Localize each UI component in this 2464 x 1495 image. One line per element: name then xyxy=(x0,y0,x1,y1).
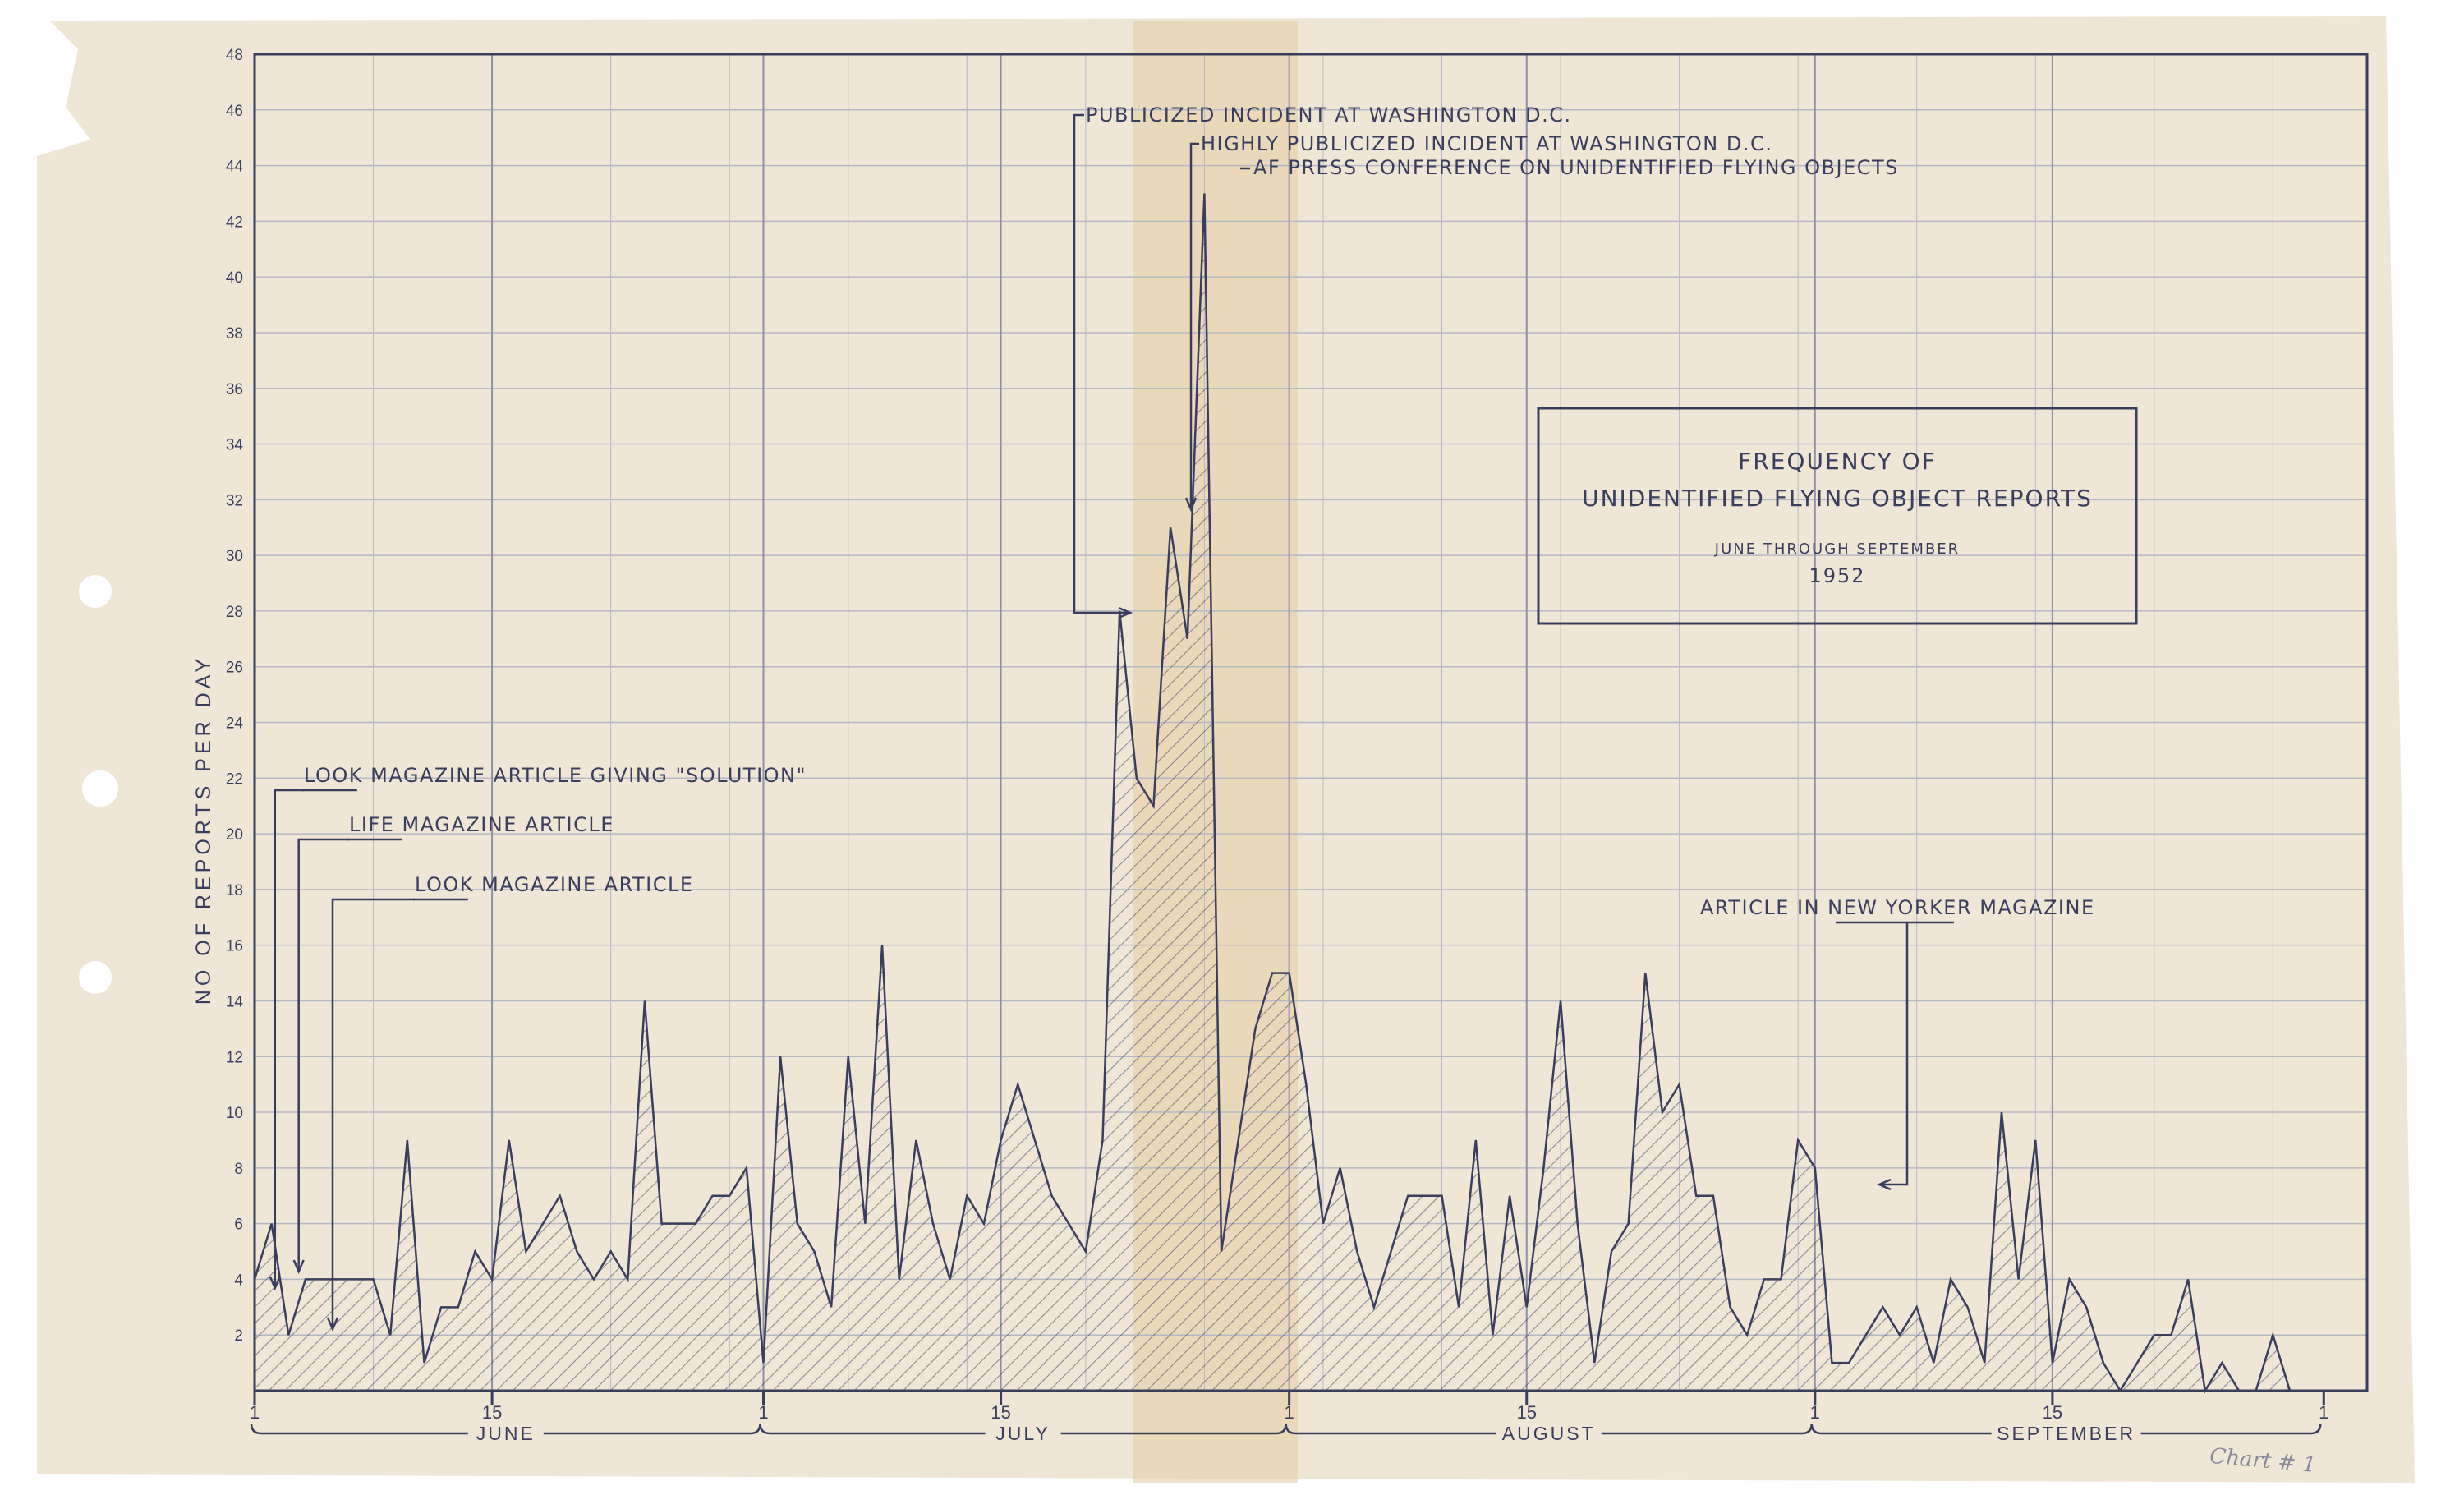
annotation-new-yorker: ARTICLE IN NEW YORKER MAGAZINE xyxy=(1700,896,2095,919)
title-box xyxy=(1537,407,2138,625)
y-tick-label: 32 xyxy=(226,492,243,509)
annotation-washington-1: PUBLICIZED INCIDENT AT WASHINGTON D.C. xyxy=(1086,104,1572,126)
punch-hole xyxy=(79,961,112,994)
data-area-hatched xyxy=(255,193,2307,1392)
annotation-arrowhead xyxy=(1184,497,1198,513)
x-tick-label: 1 xyxy=(250,1402,260,1423)
annotation-arrowhead xyxy=(269,1276,281,1291)
chart-title-line2: UNIDENTIFIED FLYING OBJECT REPORTS xyxy=(1582,485,2093,512)
annotation-washington-2: HIGHLY PUBLICIZED INCIDENT AT WASHINGTON… xyxy=(1201,132,1772,155)
x-tick-label: 1 xyxy=(758,1402,768,1423)
annotation-leader xyxy=(1073,113,1130,614)
month-bracket-right xyxy=(2140,1423,2322,1435)
month-bracket-left xyxy=(1810,1423,1992,1435)
y-tick-label: 30 xyxy=(226,548,243,565)
x-tick-label: 1 xyxy=(1810,1402,1820,1423)
y-tick-label: 6 xyxy=(234,1217,243,1234)
y-tick-label: 20 xyxy=(226,826,243,844)
annotations: LOOK MAGAZINE ARTICLE GIVING "SOLUTION" L… xyxy=(269,104,2095,1332)
plot-border xyxy=(253,53,2369,1392)
annotation-leader xyxy=(297,838,349,1272)
y-tick-label: 34 xyxy=(226,437,244,454)
y-tick-label: 38 xyxy=(226,325,243,343)
x-tick-label: 15 xyxy=(482,1402,502,1423)
y-tick-label: 42 xyxy=(226,214,243,231)
annotation-leader xyxy=(331,898,415,1329)
y-axis-label: NO OF REPORTS PER DAY xyxy=(192,655,215,1005)
y-tick-label: 26 xyxy=(226,660,243,677)
y-tick-label: 36 xyxy=(226,381,243,398)
y-tick-label: 44 xyxy=(226,159,244,176)
y-tick-label: 18 xyxy=(226,882,243,899)
y-tick-label: 12 xyxy=(226,1049,243,1066)
month-label: JUNE xyxy=(476,1423,536,1444)
y-tick-label: 2 xyxy=(234,1327,243,1345)
annotation-leader xyxy=(1879,922,1909,1186)
annotation-arrowhead xyxy=(326,1317,339,1332)
annotation-arrowhead xyxy=(292,1259,305,1275)
y-tick-label: 14 xyxy=(226,993,244,1010)
x-tick-labels: 1 15 1 15 1 15 1 15 1 xyxy=(250,1391,2328,1423)
y-tick-label: 46 xyxy=(226,103,243,120)
annotation-arrowhead xyxy=(1118,606,1133,619)
annotation-magazine-2: LOOK MAGAZINE ARTICLE xyxy=(415,873,694,896)
annotation-press-conference: AF PRESS CONFERENCE ON UNIDENTIFIED FLYI… xyxy=(1253,156,1899,179)
y-tick-label: 8 xyxy=(234,1161,243,1178)
month-label: JULY xyxy=(995,1423,1050,1444)
month-label: SEPTEMBER xyxy=(1997,1423,2135,1444)
y-tick-label: 10 xyxy=(226,1105,243,1122)
x-tick-label: 15 xyxy=(991,1402,1010,1423)
y-tick-label: 28 xyxy=(226,604,243,621)
annotation-leader xyxy=(1189,142,1199,509)
month-label: AUGUST xyxy=(1502,1423,1596,1444)
y-tick-label: 40 xyxy=(226,269,243,287)
month-brackets: JUNE JULY AUGUST SEPTEMBER xyxy=(250,1423,2322,1444)
month-bracket-left xyxy=(759,1423,986,1435)
month-bracket-left xyxy=(250,1423,468,1435)
chart-subtitle: JUNE THROUGH SEPTEMBER xyxy=(1714,540,1960,558)
y-tick-labels: 2468101214161820222426283032343638404244… xyxy=(226,47,244,1345)
data-series-line xyxy=(253,193,2307,1394)
y-tick-label: 16 xyxy=(226,938,243,955)
chart-title: FREQUENCY OF xyxy=(1738,448,1937,475)
x-tick-label: 1 xyxy=(1285,1402,1294,1423)
chart-year: 1952 xyxy=(1809,564,1865,587)
y-tick-label: 24 xyxy=(226,715,244,733)
x-tick-label: 1 xyxy=(2319,1402,2328,1423)
punch-hole xyxy=(82,770,118,807)
annotation-leader xyxy=(274,789,304,1288)
y-tick-label: 48 xyxy=(226,47,243,64)
annotation-arrowhead xyxy=(1876,1178,1892,1191)
y-tick-label: 4 xyxy=(234,1272,243,1289)
month-bracket-left xyxy=(1285,1423,1496,1435)
punch-hole xyxy=(79,575,112,608)
x-tick-label: 15 xyxy=(2043,1402,2062,1423)
annotation-magazine-0: LOOK MAGAZINE ARTICLE GIVING "SOLUTION" xyxy=(304,764,807,787)
x-tick-label: 15 xyxy=(1517,1402,1537,1423)
y-tick-label: 22 xyxy=(226,770,243,788)
annotation-magazine-1: LIFE MAGAZINE ARTICLE xyxy=(349,813,614,836)
